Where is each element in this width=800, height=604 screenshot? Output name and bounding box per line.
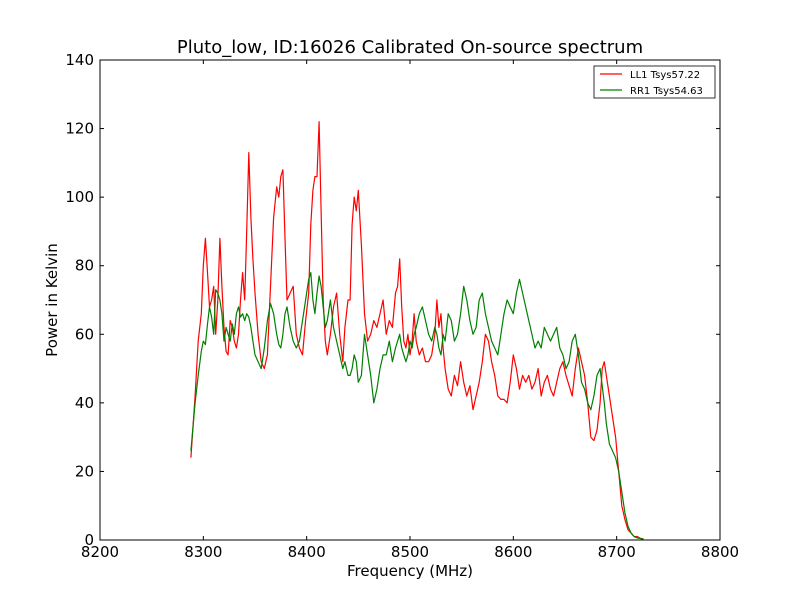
- legend: LL1 Tsys57.22 RR1 Tsys54.63: [593, 65, 716, 99]
- x-tick-label: 8300: [184, 543, 222, 561]
- y-tick-label: 140: [65, 51, 94, 69]
- series-layer: [190, 121, 644, 540]
- x-axis-label: Frequency (MHz): [347, 562, 473, 580]
- x-tick-label: 8500: [391, 543, 429, 561]
- y-tick-label: 40: [75, 394, 94, 412]
- chart-title: Pluto_low, ID:16026 Calibrated On-source…: [177, 37, 643, 58]
- series-line-ll1: [190, 121, 644, 540]
- y-tick-label: 100: [65, 188, 94, 206]
- x-tick-label: 8200: [81, 543, 119, 561]
- y-tick-label: 20: [75, 462, 94, 480]
- series-line-rr1: [190, 272, 644, 540]
- y-axis-label: Power in Kelvin: [43, 243, 61, 357]
- legend-label-rr1: RR1 Tsys54.63: [630, 86, 703, 97]
- y-tick-label: 80: [75, 257, 94, 275]
- x-tick-label: 8800: [701, 543, 739, 561]
- x-tick-label: 8700: [598, 543, 636, 561]
- x-axis: 8200 8300 8400 8500 8600 8700 8800: [81, 60, 739, 561]
- legend-label-ll1: LL1 Tsys57.22: [630, 70, 700, 81]
- x-tick-label: 8400: [288, 543, 326, 561]
- y-axis: 0 20 40 60 80 100 120 140: [65, 51, 720, 549]
- y-tick-label: 60: [75, 325, 94, 343]
- x-tick-label: 8600: [494, 543, 532, 561]
- plot-area: [100, 60, 720, 540]
- y-tick-label: 120: [65, 120, 94, 138]
- y-tick-label: 0: [84, 531, 94, 549]
- legend-box: [593, 65, 716, 99]
